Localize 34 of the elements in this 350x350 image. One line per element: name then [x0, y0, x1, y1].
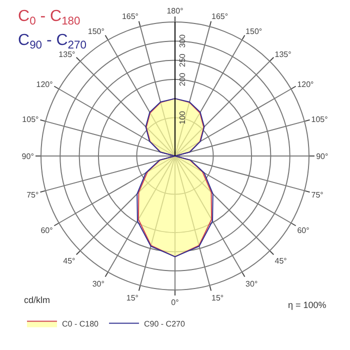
y-tick-label: 250	[178, 53, 188, 67]
spoke-label: 135°	[58, 50, 76, 60]
spoke-label: 165°	[212, 12, 228, 21]
spoke-label: 120°	[297, 80, 314, 90]
spoke-label: 90°	[22, 152, 34, 161]
spoke-label: 0°	[171, 298, 179, 308]
y-tick-label: 300	[178, 34, 188, 48]
spoke-label: 45°	[63, 256, 76, 266]
spoke-label: 75°	[26, 190, 39, 200]
text: C$_{90}$ - C$_{270}$	[18, 32, 86, 52]
y-tick-label: 100	[178, 110, 188, 124]
spoke-label: 165°	[122, 12, 138, 21]
spoke-label: 15°	[212, 294, 224, 303]
spoke-label: 90°	[316, 152, 328, 161]
spoke-label: 180°	[166, 6, 184, 16]
spoke-label: 150°	[246, 26, 262, 36]
spoke-label: 30°	[246, 280, 258, 289]
spoke-label: 15°	[126, 294, 138, 303]
y-tick-label: 200	[178, 72, 188, 86]
spoke-label: 75°	[311, 190, 324, 200]
spoke-label: 135°	[274, 50, 292, 60]
spoke-label: 30°	[92, 280, 104, 289]
spoke-label: 60°	[40, 226, 53, 235]
legend-label: C0 - C180	[62, 319, 100, 328]
spoke-label: 60°	[297, 226, 310, 235]
spoke-label: 45°	[274, 256, 287, 266]
spoke-label: 120°	[36, 80, 53, 90]
legend-label: C90 - C270	[144, 319, 186, 328]
spoke-label: 105°	[311, 114, 328, 124]
text: C$_{0}$ - C$_{180}$	[18, 8, 80, 28]
spoke-label: 105°	[22, 114, 39, 124]
spoke-label: 150°	[88, 26, 104, 36]
text: cd/klm	[24, 295, 50, 305]
text: η = 100%	[288, 300, 326, 310]
